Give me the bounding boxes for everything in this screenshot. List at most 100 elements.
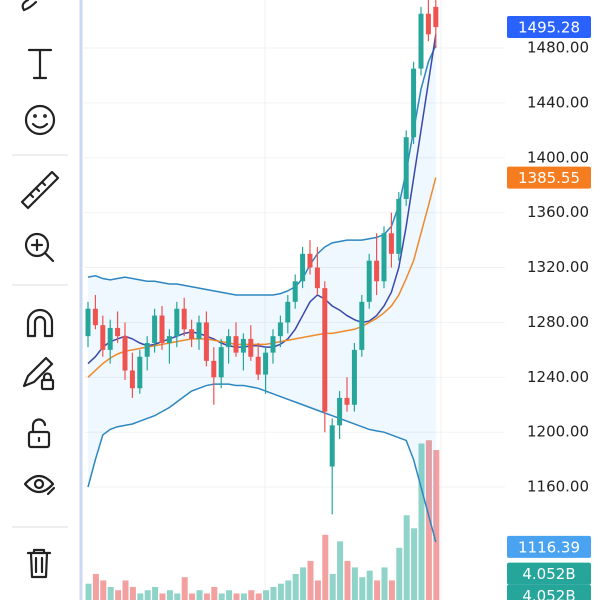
price-tag: [507, 562, 591, 585]
volume-bar: [181, 577, 188, 600]
indicator-line: [87, 44, 437, 296]
candle-body: [196, 322, 202, 339]
candle-body: [122, 336, 128, 371]
candle-body: [396, 198, 402, 254]
candle-body: [233, 336, 239, 353]
unlock-tool[interactable]: [27, 418, 51, 449]
candle-body: [433, 6, 439, 28]
volume-bar: [337, 541, 344, 600]
volume-bar: [129, 586, 136, 600]
volume-bar: [166, 590, 173, 600]
candle-body: [403, 137, 409, 199]
candle-body: [152, 315, 158, 344]
lock-drawings-tool[interactable]: [22, 356, 55, 391]
volume-bar: [314, 580, 321, 600]
candle-body: [366, 260, 372, 302]
y-tick-label: 1320.00: [527, 258, 589, 276]
volume-bar: [307, 560, 314, 600]
ruler-tool[interactable]: [20, 170, 60, 210]
volume-bar: [418, 443, 425, 600]
volume-bar: [144, 590, 151, 600]
candle-body: [107, 327, 113, 350]
candle-body: [307, 253, 313, 268]
candle-body: [144, 343, 150, 357]
magnet-tool[interactable]: [26, 308, 54, 338]
volume-bar: [403, 515, 410, 600]
candle-body: [255, 356, 261, 375]
candle-body: [292, 281, 298, 302]
volume-bar: [411, 528, 418, 600]
candle-body: [137, 356, 143, 389]
y-tick-label: 1440.00: [527, 93, 589, 111]
candle-body: [189, 329, 195, 339]
volume-bar: [152, 586, 159, 600]
volume-bar: [285, 580, 292, 600]
volume-bar: [366, 570, 373, 600]
y-tick-label: 1200.00: [527, 423, 589, 441]
candle-body: [270, 336, 276, 353]
volume-bar: [270, 586, 277, 600]
price-tag: [507, 584, 591, 600]
volume-bar: [277, 583, 284, 600]
candle-body: [159, 315, 165, 344]
text-tool[interactable]: [27, 48, 53, 80]
candle-body: [129, 370, 135, 389]
volume-bar: [203, 593, 210, 600]
indicator-line: [87, 383, 437, 543]
candle-body: [100, 325, 106, 350]
volume-bar: [255, 593, 262, 600]
y-tick-label: 1240.00: [527, 368, 589, 386]
volume-bar: [85, 583, 92, 600]
y-tick-label: 1400.00: [527, 148, 589, 166]
volume-bar: [218, 593, 225, 600]
candle-body: [85, 308, 91, 337]
volume-bar: [240, 593, 247, 600]
volume-bar: [300, 567, 307, 600]
volume-bar: [381, 567, 388, 600]
zoom-tool[interactable]: [24, 232, 55, 263]
volume-bar: [159, 593, 166, 600]
candle-body: [344, 397, 350, 405]
price-tag: [507, 16, 591, 39]
volume-bar: [351, 567, 358, 600]
candle-body: [300, 253, 306, 282]
candle-body: [425, 13, 431, 35]
visibility-tool[interactable]: [23, 474, 56, 496]
price-tag-label: 1385.55: [518, 169, 580, 187]
volume-bar: [248, 590, 255, 600]
candle-body: [411, 68, 417, 138]
price-tag-label: 4.052B: [522, 587, 575, 600]
volume-bar: [433, 450, 440, 600]
candle-body: [174, 308, 180, 337]
y-tick-label: 1280.00: [527, 313, 589, 331]
price-tag-label: 1495.28: [518, 19, 580, 37]
price-tag-label: 4.052B: [522, 565, 575, 583]
emoji-tool[interactable]: [24, 104, 56, 136]
candle-body: [181, 308, 187, 330]
volume-bar: [122, 580, 129, 600]
delete-tool[interactable]: [26, 548, 52, 579]
candle-body: [285, 301, 291, 323]
candle-body: [381, 233, 387, 282]
volume-bar: [92, 573, 99, 600]
candle-body: [374, 260, 380, 282]
y-tick-label: 1160.00: [527, 478, 589, 496]
volume-bar: [107, 586, 114, 600]
brush-tool[interactable]: [21, 0, 38, 12]
price-tag-label: 1116.39: [518, 538, 580, 556]
candle-body: [277, 322, 283, 337]
candle-body: [226, 336, 232, 348]
volume-bar: [211, 586, 218, 600]
volume-bar: [233, 593, 240, 600]
volume-bar: [344, 560, 351, 600]
candle-body: [418, 13, 424, 69]
candle-body: [314, 267, 320, 289]
volume-bar: [322, 534, 329, 600]
volume-bar: [425, 440, 432, 600]
y-tick-label: 1520.00: [527, 0, 589, 2]
candle-body: [388, 233, 394, 254]
volume-bar: [174, 593, 181, 600]
candle-body: [329, 425, 335, 467]
candle-body: [337, 397, 343, 426]
